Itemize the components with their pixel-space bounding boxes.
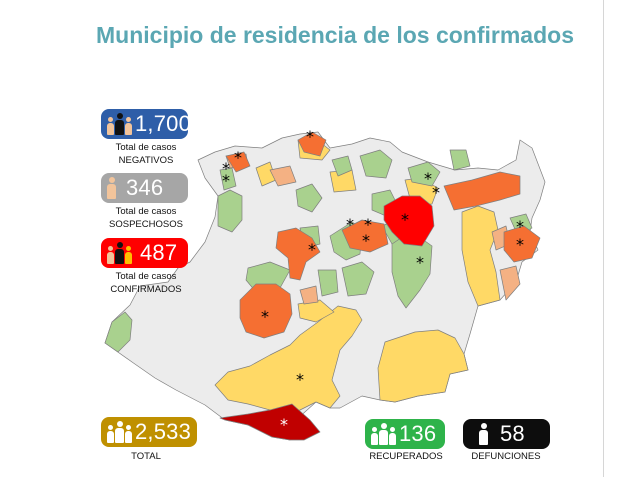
municipality-region-lorange-e1 xyxy=(499,265,521,301)
total-label: TOTAL xyxy=(131,451,161,462)
negativos-count: 1,700 xyxy=(135,111,192,136)
municipality-region-green-center3 xyxy=(317,269,339,297)
municipality-region-green-sw xyxy=(104,311,133,353)
recuperados-label: RECUPERADOS xyxy=(369,451,443,462)
confirmed-case-marker: * xyxy=(401,210,409,229)
recuperados-count: 136 xyxy=(399,421,437,446)
confirmed-case-marker: * xyxy=(364,215,372,234)
defunciones-count: 58 xyxy=(500,421,525,446)
confirmed-case-marker: * xyxy=(306,127,314,146)
total-count: 2,533 xyxy=(135,419,192,444)
defunciones-label: DEFUNCIONES xyxy=(471,451,541,462)
confirmed-case-marker: * xyxy=(296,370,304,389)
confirmados-label: Total de casos CONFIRMADOS xyxy=(98,270,194,296)
total-badge: 2,533 xyxy=(101,417,197,447)
municipality-region-orange-mid xyxy=(341,219,389,253)
page-title: Municipio de residencia de los confirmad… xyxy=(96,22,574,48)
divider xyxy=(603,0,604,477)
confirmed-case-marker: * xyxy=(222,171,230,190)
confirmed-case-marker: * xyxy=(346,215,354,234)
people-icon xyxy=(371,423,396,445)
municipality-region-lorange-sw xyxy=(299,285,319,305)
municipality-region-darkred-coast xyxy=(219,403,321,441)
negativos-label-line1: Total de casos xyxy=(115,142,177,153)
municipality-region-orange-e xyxy=(503,225,541,263)
municipality-region-green-nw2 xyxy=(219,167,237,191)
sospechosos-label-line2: SOSPECHOSOS xyxy=(109,219,183,230)
municipality-region-green-n2 xyxy=(331,155,353,177)
confirmed-case-marker: * xyxy=(280,415,288,434)
defunciones-badge: 58 xyxy=(463,419,550,449)
municipality-region-red-morelia xyxy=(383,195,435,247)
recuperados-badge: 136 xyxy=(365,419,445,449)
municipality-region-green-ne3 xyxy=(449,149,471,171)
municipality-region-orange-west xyxy=(239,283,293,339)
municipality-region-orange-ne xyxy=(443,171,521,211)
sospechosos-count: 346 xyxy=(126,175,164,200)
negativos-label: Total de casos NEGATIVOS xyxy=(98,141,194,167)
person-icon xyxy=(479,423,488,445)
confirmed-case-marker: * xyxy=(516,217,524,236)
confirmados-count: 487 xyxy=(140,240,178,265)
municipality-region-green-ne2 xyxy=(359,149,393,179)
confirmed-case-marker: * xyxy=(432,183,440,202)
confirmados-label-line2: CONFIRMADOS xyxy=(110,284,182,295)
confirmed-case-marker: * xyxy=(234,148,242,167)
people-icon xyxy=(107,421,132,443)
confirmed-case-marker: * xyxy=(416,253,424,272)
confirmed-case-marker: * xyxy=(222,159,230,178)
negativos-label-line2: NEGATIVOS xyxy=(118,155,174,166)
people-icon xyxy=(107,113,132,135)
confirmed-case-marker: * xyxy=(261,307,269,326)
confirmados-badge: 487 xyxy=(101,238,188,268)
sospechosos-label: Total de casos SOSPECHOSOS xyxy=(98,205,194,231)
confirmados-label-line1: Total de casos xyxy=(115,271,177,282)
municipality-region-orange-n xyxy=(297,131,327,157)
confirmed-case-marker: * xyxy=(424,169,432,188)
municipality-region-orange-nw xyxy=(225,151,251,173)
sospechosos-label-line1: Total de casos xyxy=(115,206,177,217)
confirmed-case-marker: * xyxy=(308,240,316,259)
negativos-badge: 1,700 xyxy=(101,109,192,139)
confirmed-case-marker: * xyxy=(362,231,370,250)
municipality-region-green-n1 xyxy=(295,183,323,213)
municipality-region-green-nw xyxy=(217,189,243,233)
municipality-region-green-ne1 xyxy=(407,161,441,187)
person-icon xyxy=(107,177,116,199)
people-icon xyxy=(107,242,132,264)
municipality-region-green-center2 xyxy=(341,261,375,297)
municipality-region-yellow-east-south xyxy=(377,329,469,403)
municipality-region-lorange-n1 xyxy=(269,165,297,187)
municipality-region-orange-center xyxy=(275,227,321,281)
municipality-region-yellow-east xyxy=(461,205,501,307)
sospechosos-badge: 346 xyxy=(101,173,188,203)
confirmed-case-marker: * xyxy=(516,235,524,254)
